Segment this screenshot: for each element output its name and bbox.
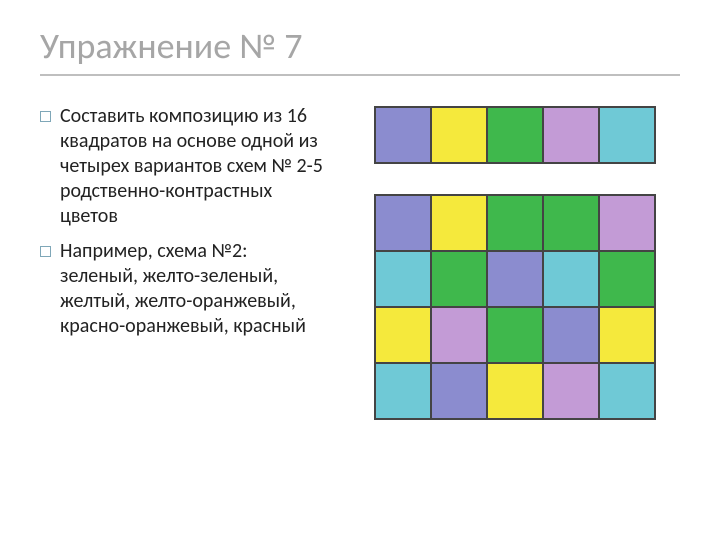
grid-cell bbox=[599, 195, 655, 251]
grid-cell bbox=[431, 195, 487, 251]
color-strip bbox=[374, 106, 656, 164]
grid-cell bbox=[543, 363, 599, 419]
grid-cell bbox=[431, 107, 487, 163]
color-grid bbox=[374, 194, 656, 420]
bullet-list: Составить композицию из 16 квадратов на … bbox=[36, 104, 326, 339]
grid-cell bbox=[375, 195, 431, 251]
title-area: Упражнение № 7 bbox=[0, 0, 720, 84]
grid-cell bbox=[487, 307, 543, 363]
grid-cell bbox=[431, 251, 487, 307]
grid-cell bbox=[487, 195, 543, 251]
grid-cell bbox=[375, 363, 431, 419]
grid-cell bbox=[375, 107, 431, 163]
graphic-column bbox=[346, 104, 684, 420]
grid-cell bbox=[543, 307, 599, 363]
grid-cell bbox=[487, 107, 543, 163]
grid-cell bbox=[487, 251, 543, 307]
grid-cell bbox=[375, 251, 431, 307]
list-item: Например, схема №2: зеленый, желто-зелен… bbox=[36, 239, 326, 339]
grid-cell bbox=[599, 363, 655, 419]
grid-cell bbox=[599, 251, 655, 307]
grid-cell bbox=[375, 307, 431, 363]
grid-cell bbox=[599, 307, 655, 363]
grid-cell bbox=[431, 363, 487, 419]
title-rule bbox=[40, 74, 680, 76]
grid-cell bbox=[431, 307, 487, 363]
grid-cell bbox=[543, 107, 599, 163]
page-title: Упражнение № 7 bbox=[40, 24, 680, 68]
content-area: Составить композицию из 16 квадратов на … bbox=[0, 84, 720, 420]
grid-cell bbox=[543, 195, 599, 251]
grid-cell bbox=[487, 363, 543, 419]
grid-cell bbox=[543, 251, 599, 307]
text-column: Составить композицию из 16 квадратов на … bbox=[36, 104, 326, 420]
list-item: Составить композицию из 16 квадратов на … bbox=[36, 104, 326, 229]
grid-cell bbox=[599, 107, 655, 163]
